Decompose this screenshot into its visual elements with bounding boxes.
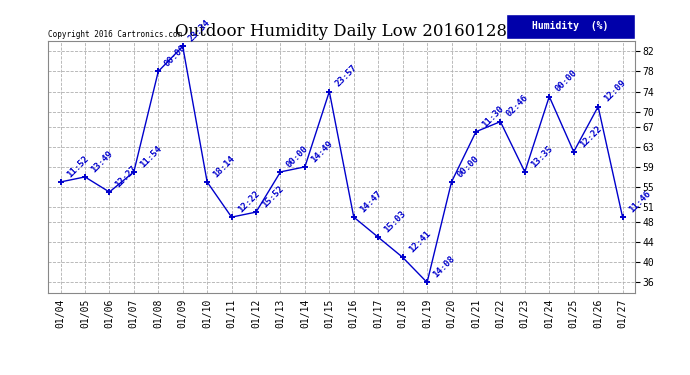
Text: 12:27: 12:27 (114, 164, 139, 189)
Text: 12:41: 12:41 (407, 229, 432, 255)
Text: 14:08: 14:08 (431, 254, 457, 280)
Text: 02:46: 02:46 (504, 93, 530, 119)
Text: 13:35: 13:35 (529, 144, 554, 169)
FancyBboxPatch shape (506, 13, 635, 39)
Text: 14:47: 14:47 (358, 189, 384, 214)
Text: 00:00: 00:00 (162, 43, 188, 69)
Text: Copyright 2016 Cartronics.com: Copyright 2016 Cartronics.com (48, 30, 182, 39)
Text: 13:49: 13:49 (89, 149, 115, 174)
Text: 18:14: 18:14 (211, 154, 237, 179)
Text: 15:52: 15:52 (260, 184, 286, 209)
Text: 00:00: 00:00 (284, 144, 310, 169)
Text: 23:57: 23:57 (333, 63, 359, 89)
Text: 11:54: 11:54 (138, 144, 164, 169)
Text: Humidity  (%): Humidity (%) (532, 21, 609, 31)
Text: 00:00: 00:00 (455, 154, 481, 179)
Text: 12:09: 12:09 (602, 78, 628, 104)
Text: 12:22: 12:22 (236, 189, 261, 214)
Text: 11:46: 11:46 (627, 189, 652, 214)
Text: 12:22: 12:22 (578, 124, 603, 149)
Title: Outdoor Humidity Daily Low 20160128: Outdoor Humidity Daily Low 20160128 (175, 23, 508, 40)
Text: 15:03: 15:03 (382, 209, 408, 234)
Text: 00:00: 00:00 (553, 68, 579, 94)
Text: 14:49: 14:49 (309, 139, 335, 164)
Text: 11:52: 11:52 (65, 154, 90, 179)
Text: 11:30: 11:30 (480, 104, 506, 129)
Text: 23:34: 23:34 (187, 18, 213, 44)
